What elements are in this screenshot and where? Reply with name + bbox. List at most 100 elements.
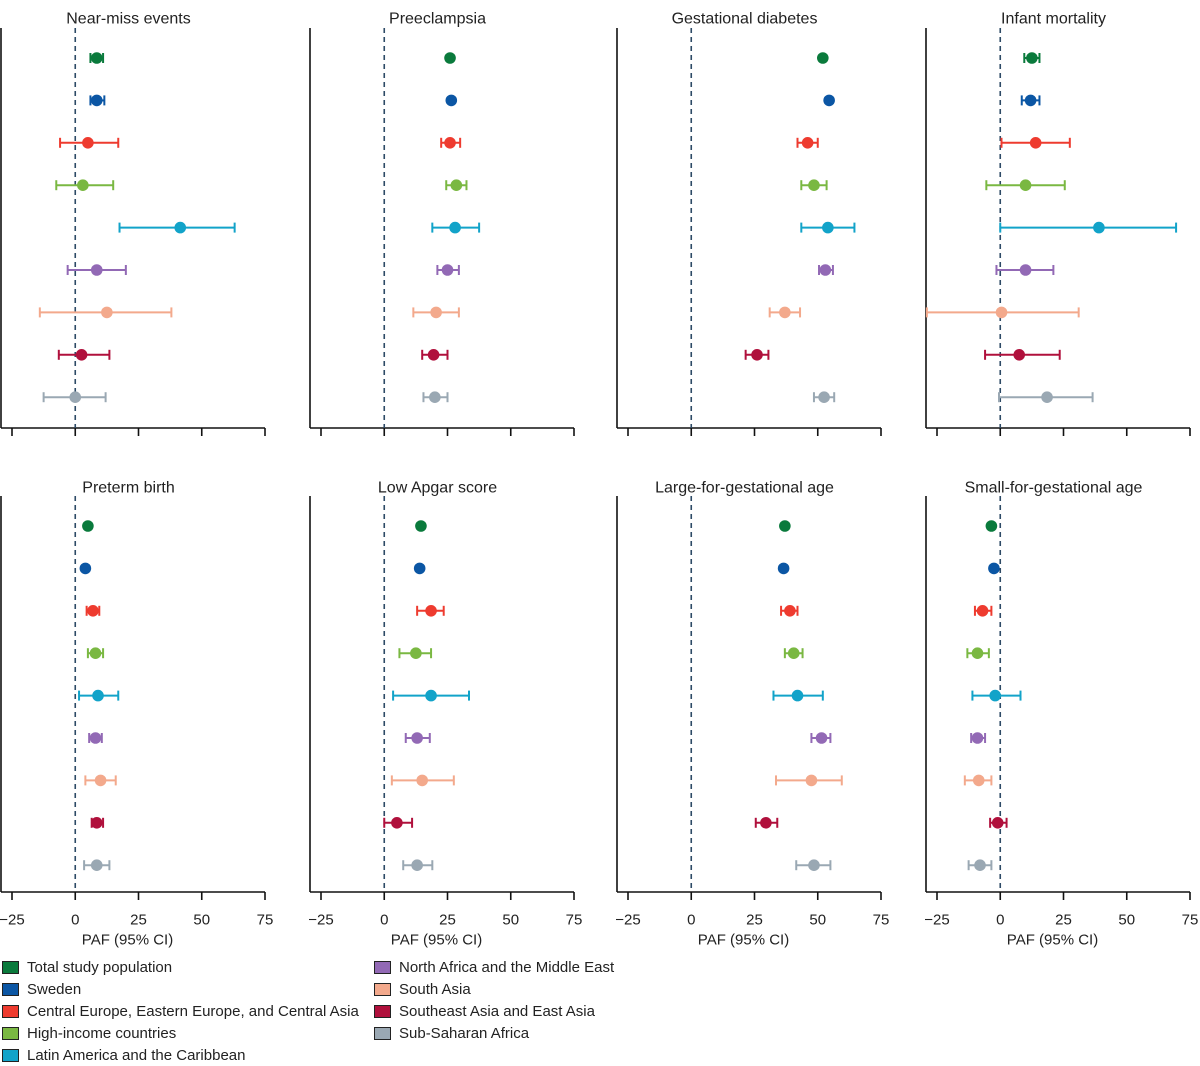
panel-3: Gestational diabetes: [616, 10, 882, 436]
point-estimate: [991, 817, 1004, 829]
point-estimate: [411, 859, 423, 871]
point-estimate: [82, 137, 94, 149]
point-estimate: [429, 391, 441, 404]
point-estimate: [779, 520, 791, 532]
point-estimate: [791, 689, 804, 702]
legend-label: Latin America and the Caribbean: [27, 1046, 246, 1064]
legend-label: South Asia: [399, 980, 471, 998]
point-estimate: [1024, 94, 1037, 107]
x-tick-label: 75: [873, 911, 890, 928]
point-estimate: [92, 689, 104, 702]
x-tick-label: −25: [924, 911, 949, 928]
point-estimate: [441, 264, 454, 276]
panel-8: Small-for-gestational age −25 0 25 50 75 PAF (…: [924, 479, 1198, 948]
point-estimate: [818, 391, 830, 404]
point-estimate: [972, 774, 985, 787]
point-estimate: [801, 137, 814, 149]
point-estimate: [1019, 264, 1032, 276]
legend-swatch: [374, 1004, 391, 1018]
legend: Total study population Sweden Central Euro…: [0, 957, 1200, 1066]
legend-swatch: [2, 1004, 19, 1018]
legend-item: Southeast Asia and East Asia: [374, 1001, 595, 1021]
point-estimate: [985, 520, 998, 532]
point-estimate: [1019, 179, 1032, 191]
point-estimate: [77, 179, 89, 191]
point-estimate: [976, 605, 989, 617]
point-estimate: [69, 391, 82, 404]
x-tick-label: 0: [380, 911, 388, 928]
x-tick-label: −25: [0, 911, 25, 928]
panel-1: Near-miss events: [0, 10, 266, 436]
panel-title: Gestational diabetes: [672, 10, 818, 27]
panel-title: Small-for-gestational age: [965, 479, 1143, 496]
point-estimate: [971, 647, 984, 659]
x-tick-label: 25: [130, 911, 147, 928]
x-axis-label: PAF (95% CI): [1007, 931, 1098, 948]
legend-item: Latin America and the Caribbean: [2, 1045, 245, 1065]
point-estimate: [101, 306, 113, 319]
point-estimate: [1029, 137, 1042, 149]
point-estimate: [411, 732, 423, 744]
point-estimate: [416, 774, 429, 787]
point-estimate: [1041, 391, 1053, 404]
legend-swatch: [374, 982, 391, 996]
legend-item: Central Europe, Eastern Europe, and Cent…: [2, 1001, 359, 1021]
point-estimate: [1026, 52, 1038, 64]
point-estimate: [974, 859, 986, 871]
point-estimate: [79, 562, 92, 575]
point-estimate: [425, 605, 437, 617]
forest-plot-figure: Near-miss events Preeclampsia Gestational …: [0, 10, 1198, 948]
point-estimate: [430, 306, 442, 319]
point-estimate: [444, 52, 456, 64]
legend-label: Southeast Asia and East Asia: [399, 1002, 595, 1020]
x-tick-label: 25: [439, 911, 456, 928]
point-estimate: [90, 52, 103, 64]
x-tick-label: 0: [71, 911, 79, 928]
x-axis-label: PAF (95% CI): [698, 931, 789, 948]
panel-title: Preeclampsia: [389, 10, 486, 27]
point-estimate: [425, 689, 437, 702]
x-tick-label: 50: [502, 911, 519, 928]
panel-2: Preeclampsia: [309, 10, 575, 436]
panel-7: Large-for-gestational age −25 0 25 50 75 PAF (…: [615, 479, 889, 948]
point-estimate: [751, 349, 763, 361]
point-estimate: [815, 732, 828, 744]
point-estimate: [413, 562, 426, 575]
point-estimate: [777, 562, 790, 575]
point-estimate: [989, 689, 1001, 702]
legend-swatch: [2, 960, 19, 974]
legend-item: North Africa and the Middle East: [374, 957, 614, 977]
point-estimate: [808, 859, 820, 871]
panel-4: Infant mortality: [925, 10, 1191, 436]
point-estimate: [1013, 349, 1026, 361]
point-estimate: [779, 306, 791, 319]
point-estimate: [89, 647, 102, 659]
panel-title: Infant mortality: [1001, 10, 1106, 27]
point-estimate: [90, 264, 103, 276]
point-estimate: [988, 562, 1000, 575]
panel-6: Low Apgar score −25 0 25 50 75 PAF (95% CI): [308, 479, 582, 948]
point-estimate: [75, 349, 88, 361]
point-estimate: [427, 349, 440, 361]
panel-title: Large-for-gestational age: [655, 479, 834, 496]
point-estimate: [82, 520, 94, 532]
x-tick-label: 50: [1118, 911, 1135, 928]
point-estimate: [444, 137, 456, 149]
point-estimate: [174, 221, 187, 234]
point-estimate: [449, 221, 461, 234]
x-axis-label: PAF (95% CI): [82, 931, 173, 948]
legend-item: Sweden: [2, 979, 81, 999]
point-estimate: [410, 647, 422, 659]
point-estimate: [760, 817, 772, 829]
legend-swatch: [374, 960, 391, 974]
legend-swatch: [2, 982, 19, 996]
x-tick-label: 50: [193, 911, 210, 928]
x-tick-label: −25: [615, 911, 640, 928]
legend-item: South Asia: [374, 979, 471, 999]
point-estimate: [971, 732, 984, 744]
legend-label: North Africa and the Middle East: [399, 958, 615, 976]
legend-label: Sweden: [27, 980, 82, 998]
legend-item: Total study population: [2, 957, 172, 977]
x-tick-label: 25: [746, 911, 763, 928]
panel-title: Preterm birth: [82, 479, 174, 496]
